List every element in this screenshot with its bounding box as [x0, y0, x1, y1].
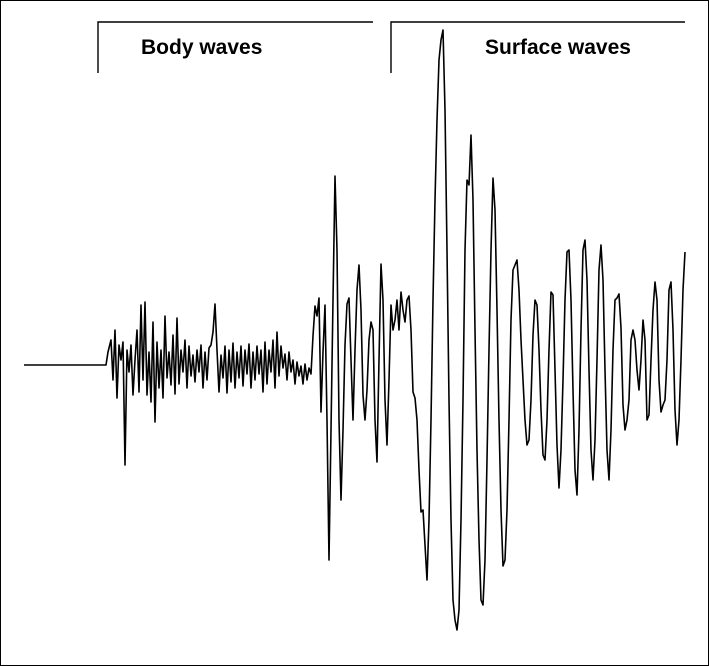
seismogram-trace: [24, 29, 686, 631]
surface-waves-bracket: [390, 21, 685, 73]
body-waves-bracket: [97, 21, 373, 73]
body-waves-label: Body waves: [141, 36, 263, 59]
surface-waves-label: Surface waves: [485, 36, 631, 59]
